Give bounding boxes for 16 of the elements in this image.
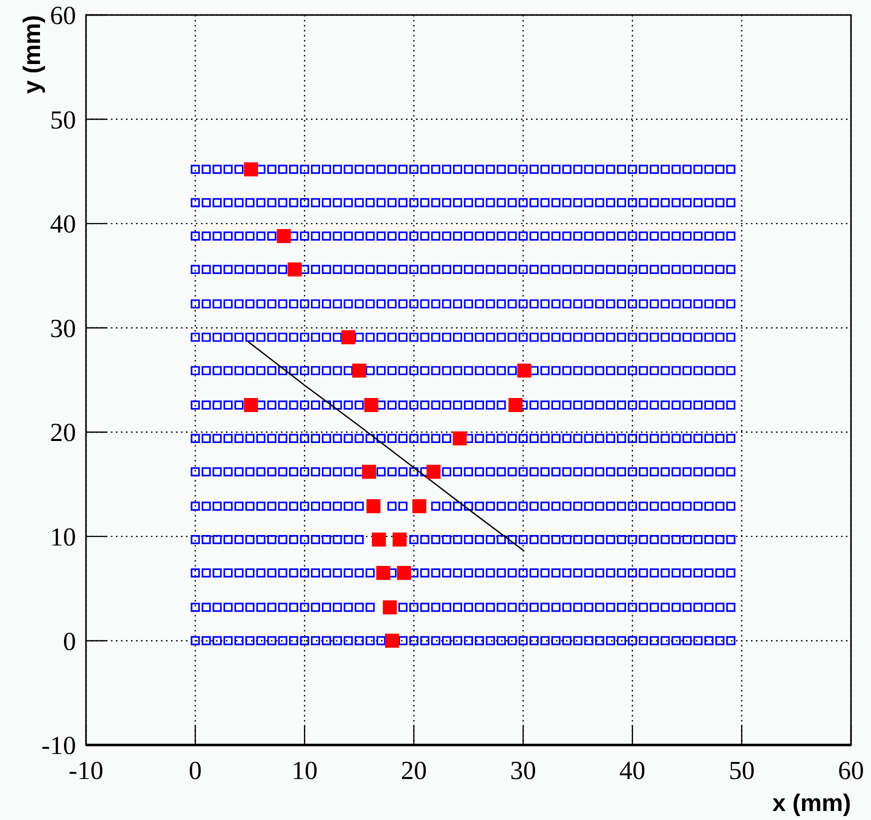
y-tick-label: 50	[50, 105, 76, 134]
x-tick-label: 60	[838, 756, 864, 785]
x-tick-label: 0	[188, 756, 202, 785]
y-tick-label: 60	[50, 1, 76, 30]
x-axis-title: x (mm)	[772, 790, 851, 817]
y-axis-title: y (mm)	[19, 15, 46, 94]
x-tick-label: 10	[292, 756, 318, 785]
y-tick-label: 40	[50, 210, 76, 239]
x-tick-label: 50	[728, 756, 755, 785]
x-tick-label: 30	[510, 756, 536, 785]
y-tick-label: 30	[50, 314, 76, 343]
x-tick-label: 20	[400, 756, 427, 785]
y-tick-label: 10	[50, 522, 76, 552]
y-tick-label: 20	[50, 418, 76, 448]
y-tick-label: 0	[63, 626, 76, 656]
x-tick-label: 40	[619, 756, 646, 785]
